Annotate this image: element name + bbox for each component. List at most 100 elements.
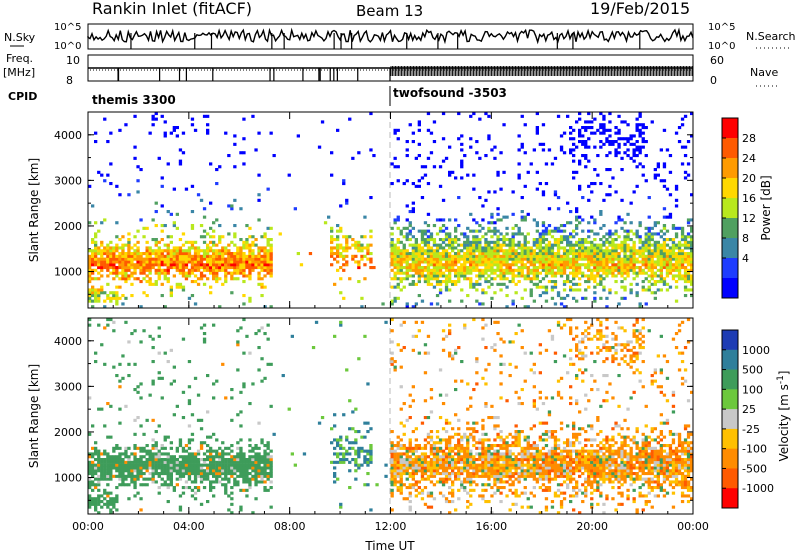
range-gate-cell — [94, 360, 97, 363]
range-gate-cell — [633, 151, 636, 154]
range-gate-cell — [563, 255, 566, 258]
range-gate-cell — [254, 466, 257, 469]
range-gate-cell — [397, 241, 400, 244]
range-gate-cell — [578, 140, 581, 143]
range-gate-cell — [481, 433, 484, 436]
range-gate-cell — [412, 349, 415, 352]
range-gate-cell — [97, 469, 100, 472]
range-gate-cell — [596, 258, 599, 261]
range-gate-cell — [475, 441, 478, 444]
range-gate-cell — [127, 260, 130, 263]
range-gate-cell — [227, 263, 230, 266]
range-gate-cell — [245, 260, 248, 263]
range-gate-cell — [657, 174, 660, 177]
range-gate-cell — [684, 244, 687, 247]
range-gate-cell — [415, 466, 418, 469]
range-gate-cell — [623, 263, 626, 266]
range-gate-cell — [339, 255, 342, 258]
range-gate-cell — [354, 461, 357, 464]
range-gate-cell — [575, 274, 578, 277]
range-gate-cell — [478, 466, 481, 469]
range-gate-cell — [91, 489, 94, 492]
range-gate-cell — [515, 224, 518, 227]
range-gate-cell — [623, 249, 626, 252]
range-gate-cell — [170, 258, 173, 261]
range-gate-cell — [224, 469, 227, 472]
range-gate-cell — [424, 238, 427, 241]
range-gate-cell — [300, 263, 303, 266]
noise-trace — [88, 30, 693, 49]
range-gate-cell — [472, 244, 475, 247]
range-gate-cell — [551, 244, 554, 247]
range-gate-cell — [427, 182, 430, 185]
range-gate-cell — [430, 252, 433, 255]
range-gate-cell — [454, 508, 457, 511]
range-gate-cell — [620, 137, 623, 140]
range-gate-cell — [669, 272, 672, 275]
range-gate-cell — [623, 266, 626, 269]
range-gate-cell — [460, 269, 463, 272]
range-gate-cell — [454, 260, 457, 263]
range-gate-cell — [481, 218, 484, 221]
range-gate-cell — [406, 478, 409, 481]
range-gate-cell — [139, 458, 142, 461]
range-gate-cell — [512, 232, 515, 235]
range-gate-cell — [115, 464, 118, 467]
range-gate-cell — [339, 246, 342, 249]
range-gate-cell — [654, 244, 657, 247]
range-gate-cell — [336, 438, 339, 441]
range-gate-cell — [409, 269, 412, 272]
range-gate-cell — [505, 272, 508, 275]
range-gate-cell — [360, 249, 363, 252]
range-gate-cell — [657, 263, 660, 266]
range-gate-cell — [617, 115, 620, 118]
range-gate-cell — [103, 489, 106, 492]
range-gate-cell — [179, 466, 182, 469]
range-gate-cell — [206, 472, 209, 475]
range-gate-cell — [155, 202, 158, 205]
range-gate-cell — [155, 224, 158, 227]
range-gate-cell — [155, 455, 158, 458]
range-gate-cell — [182, 464, 185, 467]
range-gate-cell — [605, 274, 608, 277]
range-gate-cell — [684, 238, 687, 241]
range-gate-cell — [270, 258, 273, 261]
range-gate-cell — [400, 478, 403, 481]
range-gate-cell — [176, 405, 179, 408]
range-gate-cell — [400, 447, 403, 450]
range-gate-cell — [142, 235, 145, 238]
range-gate-cell — [581, 154, 584, 157]
range-gate-cell — [572, 288, 575, 291]
range-gate-cell — [569, 260, 572, 263]
range-gate-cell — [155, 441, 158, 444]
range-gate-cell — [345, 244, 348, 247]
range-gate-cell — [675, 280, 678, 283]
range-gate-cell — [412, 202, 415, 205]
range-gate-cell — [639, 224, 642, 227]
range-gate-cell — [239, 489, 242, 492]
range-gate-cell — [530, 277, 533, 280]
range-gate-cell — [142, 466, 145, 469]
range-gate-cell — [409, 221, 412, 224]
range-gate-cell — [94, 241, 97, 244]
range-gate-cell — [623, 244, 626, 247]
range-gate-cell — [466, 258, 469, 261]
range-gate-cell — [672, 258, 675, 261]
range-gate-cell — [188, 274, 191, 277]
range-gate-cell — [191, 266, 194, 269]
range-gate-cell — [481, 227, 484, 230]
range-gate-cell — [118, 129, 121, 132]
range-gate-cell — [545, 249, 548, 252]
range-gate-cell — [230, 419, 233, 422]
range-gate-cell — [581, 246, 584, 249]
range-gate-cell — [484, 249, 487, 252]
range-gate-cell — [336, 260, 339, 263]
range-gate-cell — [421, 252, 424, 255]
range-gate-cell — [391, 461, 394, 464]
range-gate-cell — [536, 126, 539, 129]
range-gate-cell — [575, 249, 578, 252]
range-gate-cell — [179, 283, 182, 286]
range-gate-cell — [233, 224, 236, 227]
range-gate-cell — [121, 472, 124, 475]
range-gate-cell — [587, 160, 590, 163]
